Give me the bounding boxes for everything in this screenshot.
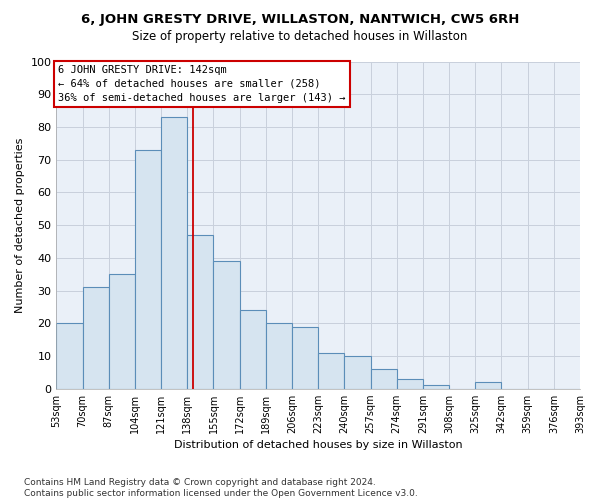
Text: Size of property relative to detached houses in Willaston: Size of property relative to detached ho… [133,30,467,43]
Text: Contains HM Land Registry data © Crown copyright and database right 2024.
Contai: Contains HM Land Registry data © Crown c… [24,478,418,498]
X-axis label: Distribution of detached houses by size in Willaston: Distribution of detached houses by size … [174,440,463,450]
Bar [187,235,214,388]
Bar [56,324,83,388]
Bar [161,117,187,388]
Y-axis label: Number of detached properties: Number of detached properties [15,138,25,313]
Bar [266,324,292,388]
Bar [135,150,161,388]
Bar [109,274,135,388]
Bar [475,382,502,388]
Bar [214,261,239,388]
Bar [423,386,449,388]
Bar [371,369,397,388]
Text: 6 JOHN GRESTY DRIVE: 142sqm
← 64% of detached houses are smaller (258)
36% of se: 6 JOHN GRESTY DRIVE: 142sqm ← 64% of det… [58,65,346,103]
Bar [318,352,344,388]
Bar [344,356,371,388]
Bar [239,310,266,388]
Bar [397,379,423,388]
Bar [83,288,109,388]
Bar [292,326,318,388]
Text: 6, JOHN GRESTY DRIVE, WILLASTON, NANTWICH, CW5 6RH: 6, JOHN GRESTY DRIVE, WILLASTON, NANTWIC… [81,12,519,26]
